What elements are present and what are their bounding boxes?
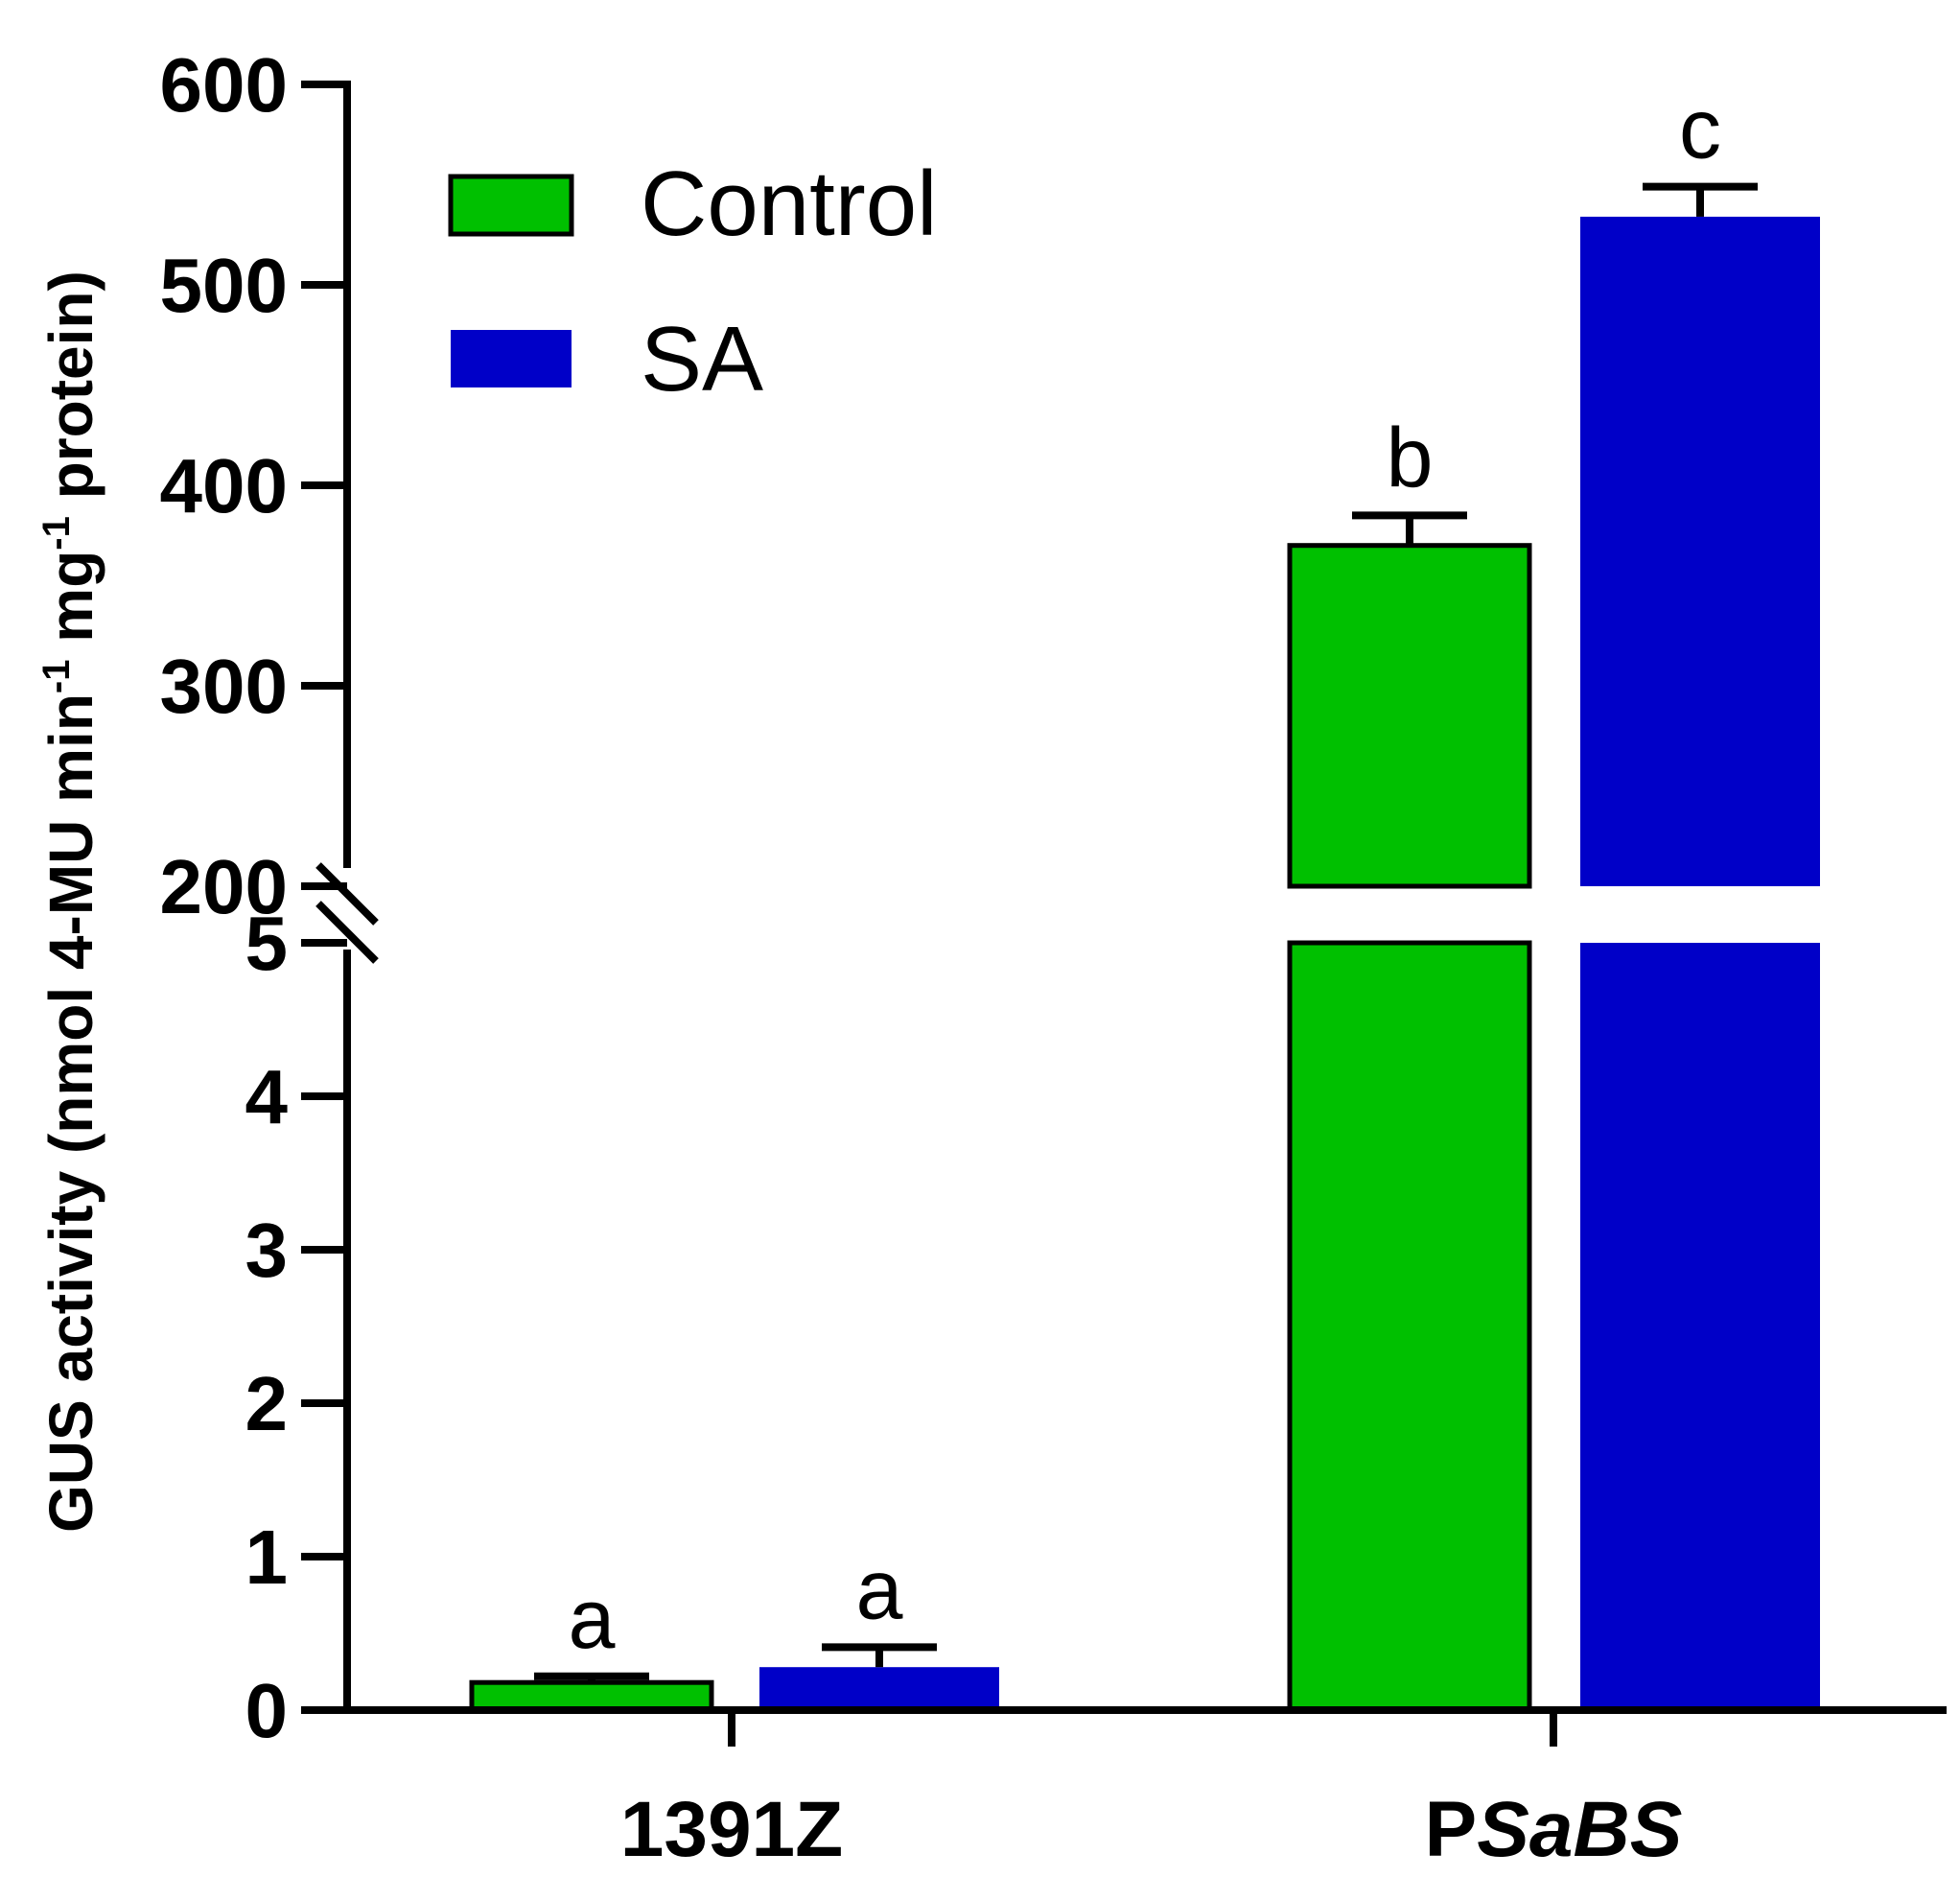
legend-label-sa: SA [641,308,763,411]
significance-letter-1391z-control: a [569,1571,616,1666]
y-tick-label-5: 5 [245,901,289,986]
legend-swatch-sa [451,330,572,387]
bar-1391z-control [469,1679,714,1713]
y-tick-label-2: 2 [245,1361,289,1446]
bar-psabs-control-upper [1287,543,1532,889]
legend-label-control: Control [641,153,937,255]
y-tick-label-200: 200 [160,844,288,929]
bar-1391z-sa [759,1667,999,1710]
y-tick-label-4: 4 [245,1054,289,1139]
bar-psabs-sa-upper [1580,216,1820,886]
y-tick-label-3: 3 [245,1208,289,1293]
y-tick-label-1: 1 [245,1514,289,1600]
y-axis-title: GUS activity (nmol 4-MU min-1 mg-1 prote… [35,270,105,1533]
bar-psabs-sa-lower [1580,943,1820,1710]
axis-break-mark-2 [315,901,379,964]
y-tick-label-0: 0 [245,1668,289,1753]
legend: Control SA [448,153,937,411]
y-tick-label-500: 500 [160,243,288,328]
x-category-label-1391z: 1391Z [620,1786,844,1873]
y-tick-label-300: 300 [160,644,288,729]
y-tick-label-600: 600 [160,42,288,128]
legend-swatch-control [448,174,574,237]
significance-letter-psabs-control: b [1387,410,1434,504]
significance-letter-1391z-sa: a [856,1541,903,1636]
significance-letter-psabs-sa: c [1679,82,1721,176]
bar-psabs-control-lower [1287,940,1532,1713]
x-category-label-psabs: PSaBS [1425,1786,1683,1873]
y-tick-label-400: 400 [160,443,288,528]
axis-break-mark-1 [315,862,379,926]
